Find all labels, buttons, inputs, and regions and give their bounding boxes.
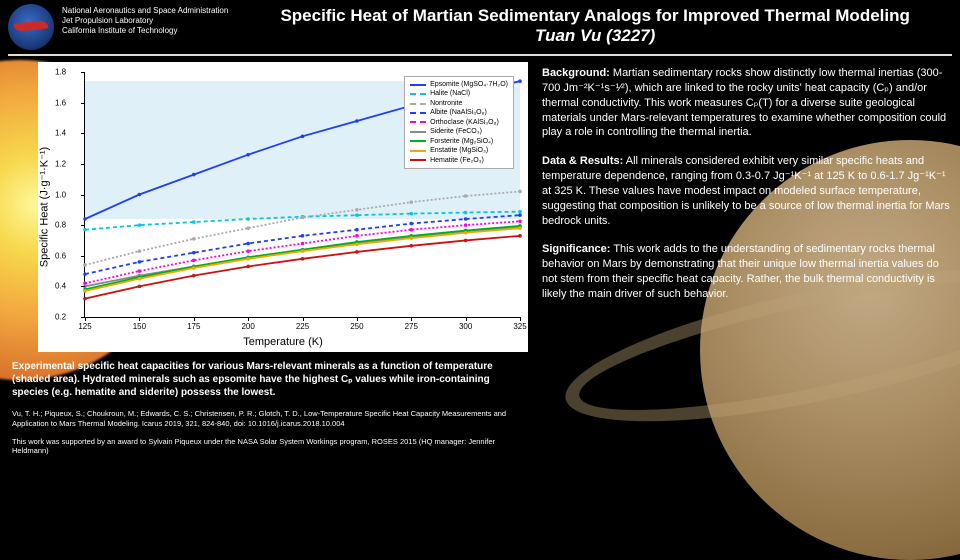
reference-citation: Vu, T. H.; Piqueux, S.; Choukroun, M.; E…	[8, 403, 530, 431]
legend-item: Halite (NaCl)	[410, 89, 508, 98]
org-line-1: National Aeronautics and Space Administr…	[62, 6, 228, 16]
legend-item: Hematite (Fe₂O₃)	[410, 156, 508, 165]
significance-paragraph: Significance: This work adds to the unde…	[540, 238, 952, 311]
chart-y-axis-label: Specific Heat (J·g⁻¹·K⁻¹)	[38, 147, 51, 267]
right-column: Background: Martian sedimentary rocks sh…	[530, 62, 952, 456]
legend-item: Nontronite	[410, 99, 508, 108]
background-heading: Background:	[542, 67, 610, 79]
header-divider	[8, 54, 952, 56]
significance-heading: Significance:	[542, 243, 610, 255]
data-results-paragraph: Data & Results: All minerals considered …	[540, 150, 952, 238]
poster-author: Tuan Vu (3227)	[238, 26, 952, 46]
chart-x-axis-label: Temperature (K)	[243, 336, 322, 348]
legend-item: Enstatite (MgSiO₃)	[410, 146, 508, 155]
legend-item: Siderite (FeCO₃)	[410, 127, 508, 136]
header: National Aeronautics and Space Administr…	[0, 0, 960, 52]
nasa-logo-icon	[8, 4, 54, 50]
data-results-heading: Data & Results:	[542, 155, 623, 167]
figure-caption: Experimental specific heat capacities fo…	[8, 352, 530, 403]
background-paragraph: Background: Martian sedimentary rocks sh…	[540, 62, 952, 150]
chart-legend: Epsomite (MgSO₄·7H₂O)Halite (NaCl)Nontro…	[404, 76, 514, 169]
legend-item: Forsterite (Mg₂SiO₄)	[410, 137, 508, 146]
org-line-3: California Institute of Technology	[62, 26, 228, 36]
org-affiliation: National Aeronautics and Space Administr…	[54, 4, 238, 36]
title-block: Specific Heat of Martian Sedimentary Ana…	[238, 4, 952, 46]
legend-item: Albite (NaAlSi₃O₈)	[410, 108, 508, 117]
main-content: Specific Heat (J·g⁻¹·K⁻¹) Temperature (K…	[0, 62, 960, 456]
acknowledgements: This work was supported by an award to S…	[8, 431, 530, 457]
specific-heat-chart: Specific Heat (J·g⁻¹·K⁻¹) Temperature (K…	[38, 62, 528, 352]
org-line-2: Jet Propulsion Laboratory	[62, 16, 228, 26]
legend-item: Epsomite (MgSO₄·7H₂O)	[410, 80, 508, 89]
poster-title: Specific Heat of Martian Sedimentary Ana…	[238, 6, 952, 26]
legend-item: Orthoclase (KAlSi₃O₈)	[410, 118, 508, 127]
left-column: Specific Heat (J·g⁻¹·K⁻¹) Temperature (K…	[8, 62, 530, 456]
